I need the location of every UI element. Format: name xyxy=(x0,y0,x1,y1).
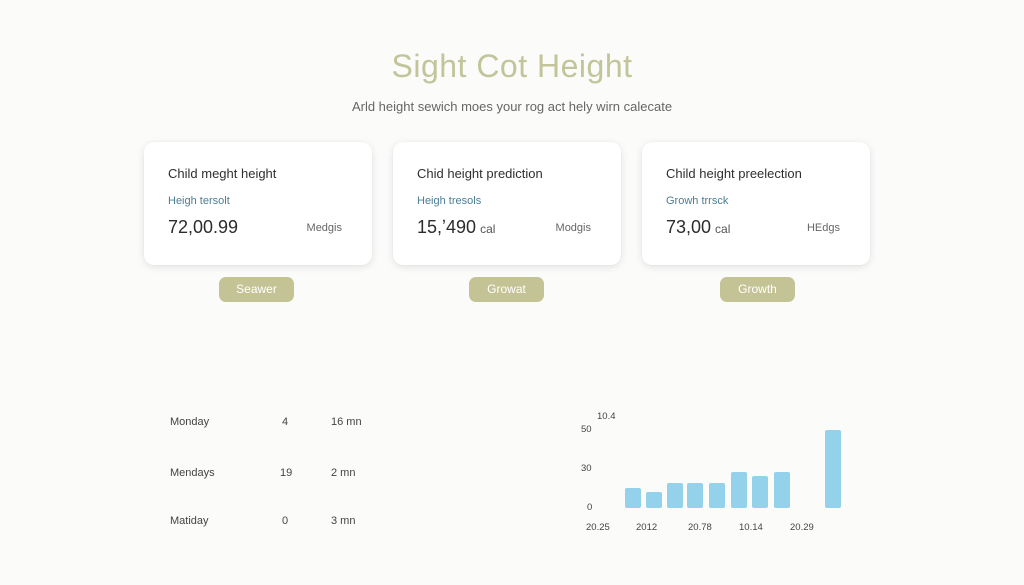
metric-card-3: Child height preelection Growh trrsck 73… xyxy=(642,142,870,265)
card-value: 15,ʼ490 cal xyxy=(417,217,495,238)
card-title: Child height preelection xyxy=(666,166,802,181)
x-tick-label: 20.25 xyxy=(586,522,610,533)
row-day: Matiday xyxy=(170,515,209,527)
card-tag: Medgis xyxy=(306,222,342,234)
card-value: 73,00 cal xyxy=(666,217,730,238)
y-tick-label: 50 xyxy=(581,424,592,435)
chart-bar xyxy=(752,476,768,508)
card-value-number: 15,ʼ490 xyxy=(417,217,477,237)
x-tick-label: 2012 xyxy=(636,522,657,533)
row-duration: 3 mn xyxy=(331,515,356,527)
card-subtitle: Heigh tersolt xyxy=(168,195,230,207)
card-tag: HEdgs xyxy=(806,222,840,234)
chart-bar xyxy=(625,488,641,508)
chart-bar xyxy=(825,430,841,508)
y-tick-label: 30 xyxy=(581,463,592,474)
row-count: 4 xyxy=(281,416,289,428)
x-tick-label: 20.78 xyxy=(688,522,712,533)
y-tick-label: 0 xyxy=(587,502,592,513)
card-title: Child meght height xyxy=(168,166,277,181)
row-duration: 16 mn xyxy=(331,416,362,428)
row-count: 0 xyxy=(281,515,289,527)
table-row: Mendays 19 2 mn xyxy=(170,467,380,483)
row-day: Monday xyxy=(170,416,210,428)
card-value-number: 73,00 xyxy=(666,217,712,237)
metric-card-2: Chid height prediction Heigh tresols 15,… xyxy=(393,142,621,265)
chart-bar xyxy=(687,483,703,508)
row-duration: 2 mn xyxy=(331,467,356,479)
page-title: Sight Cot Height xyxy=(391,48,633,84)
card-value: 72,00.99 xyxy=(168,217,242,238)
row-day: Mendays xyxy=(170,467,215,479)
row-count: 19 xyxy=(280,467,293,479)
growat-button[interactable]: Growat xyxy=(469,277,544,302)
card-subtitle: Growh trrsck xyxy=(666,195,729,207)
card-value-unit: cal xyxy=(480,222,496,236)
bar-chart: 10.4 50 30 0 20.25 2012 20.78 10.14 20.29 xyxy=(581,411,841,533)
page-subtitle: Arld height sewich moes your rog act hel… xyxy=(351,99,673,114)
growth-button[interactable]: Growth xyxy=(720,277,795,302)
card-value-number: 72,00.99 xyxy=(168,217,239,237)
metric-card-1: Child meght height Heigh tersolt 72,00.9… xyxy=(144,142,372,265)
card-subtitle: Heigh tresols xyxy=(417,195,482,207)
chart-bar xyxy=(731,472,747,508)
seawer-button[interactable]: Seawer xyxy=(219,277,294,302)
chart-bar xyxy=(646,492,662,508)
chart-bar xyxy=(774,472,790,508)
chart-bar xyxy=(667,483,683,508)
x-tick-label: 20.29 xyxy=(790,522,814,533)
card-title: Chid height prediction xyxy=(417,166,543,181)
x-tick-label: 10.14 xyxy=(739,522,763,533)
card-value-unit: cal xyxy=(715,222,731,236)
table-row: Monday 4 16 mn xyxy=(170,416,380,432)
table-row: Matiday 0 3 mn xyxy=(170,515,380,531)
y-tick-label: 10.4 xyxy=(597,411,616,422)
chart-bar xyxy=(709,483,725,508)
card-tag: Modgis xyxy=(555,222,591,234)
